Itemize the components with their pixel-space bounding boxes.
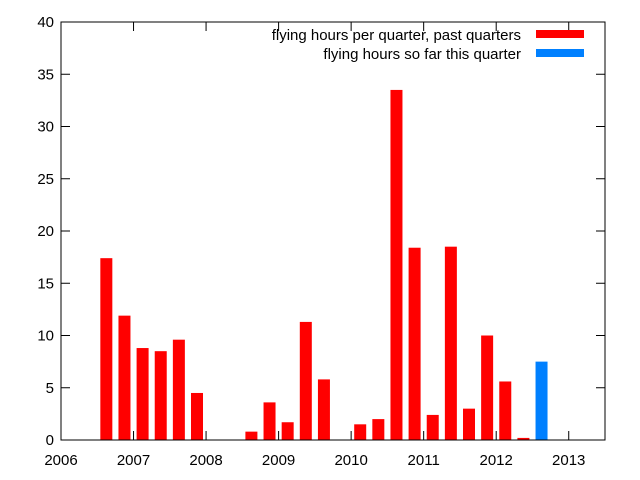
- legend-swatch-0: [536, 30, 584, 38]
- x-tick-label: 2008: [189, 452, 222, 469]
- bar-0-14: [354, 424, 367, 440]
- y-tick-label: 5: [46, 380, 54, 397]
- y-tick-label: 10: [37, 328, 54, 345]
- bar-0-8: [245, 431, 258, 440]
- bar-0-18: [426, 414, 439, 440]
- legend: flying hours per quarter, past quarters f…: [272, 27, 584, 63]
- bar-1-0: [535, 361, 548, 440]
- bar-0-3: [154, 351, 167, 440]
- bar-0-4: [172, 339, 185, 440]
- x-tick-label: 2009: [262, 452, 295, 469]
- y-tick-label: 25: [37, 171, 54, 188]
- legend-label-1: flying hours so far this quarter: [323, 46, 521, 63]
- bars-group: [100, 89, 548, 441]
- x-tick-label: 2007: [117, 452, 150, 469]
- bar-0-2: [136, 348, 149, 440]
- bar-0-5: [191, 392, 203, 440]
- bar-0-0: [100, 258, 113, 440]
- bar-0-10: [281, 422, 294, 440]
- y-tick-label: 0: [46, 432, 54, 449]
- bar-0-15: [372, 419, 385, 440]
- ticks-group: 0 5 10 15 20 25 30 35 40 2006 2007 2008 2009 2010 2011…: [37, 14, 605, 469]
- bar-0-17: [408, 247, 421, 440]
- x-tick-label: 2006: [44, 452, 77, 469]
- bar-0-20: [463, 408, 475, 440]
- bar-0-23: [517, 437, 530, 440]
- bar-0-1: [118, 315, 131, 440]
- plot-frame: [60, 21, 606, 441]
- y-tick-label: 40: [37, 14, 54, 31]
- y-tick-label: 30: [37, 119, 54, 136]
- y-tick-label: 15: [37, 275, 54, 292]
- legend-label-0: flying hours per quarter, past quarters: [272, 27, 521, 44]
- bar-0-22: [499, 381, 512, 440]
- x-tick-label: 2011: [408, 452, 440, 469]
- x-tick-label: 2012: [480, 452, 513, 469]
- bar-0-12: [317, 379, 330, 440]
- bar-0-9: [263, 402, 276, 440]
- bar-0-11: [299, 321, 312, 440]
- x-tick-label: 2013: [552, 452, 585, 469]
- x-tick-label: 2010: [334, 452, 367, 469]
- y-tick-label: 20: [37, 223, 54, 240]
- bar-0-16: [390, 89, 403, 441]
- bar-0-19: [444, 246, 457, 440]
- bar-0-21: [481, 335, 494, 440]
- y-tick-label: 35: [37, 66, 54, 83]
- legend-swatch-1: [536, 49, 584, 57]
